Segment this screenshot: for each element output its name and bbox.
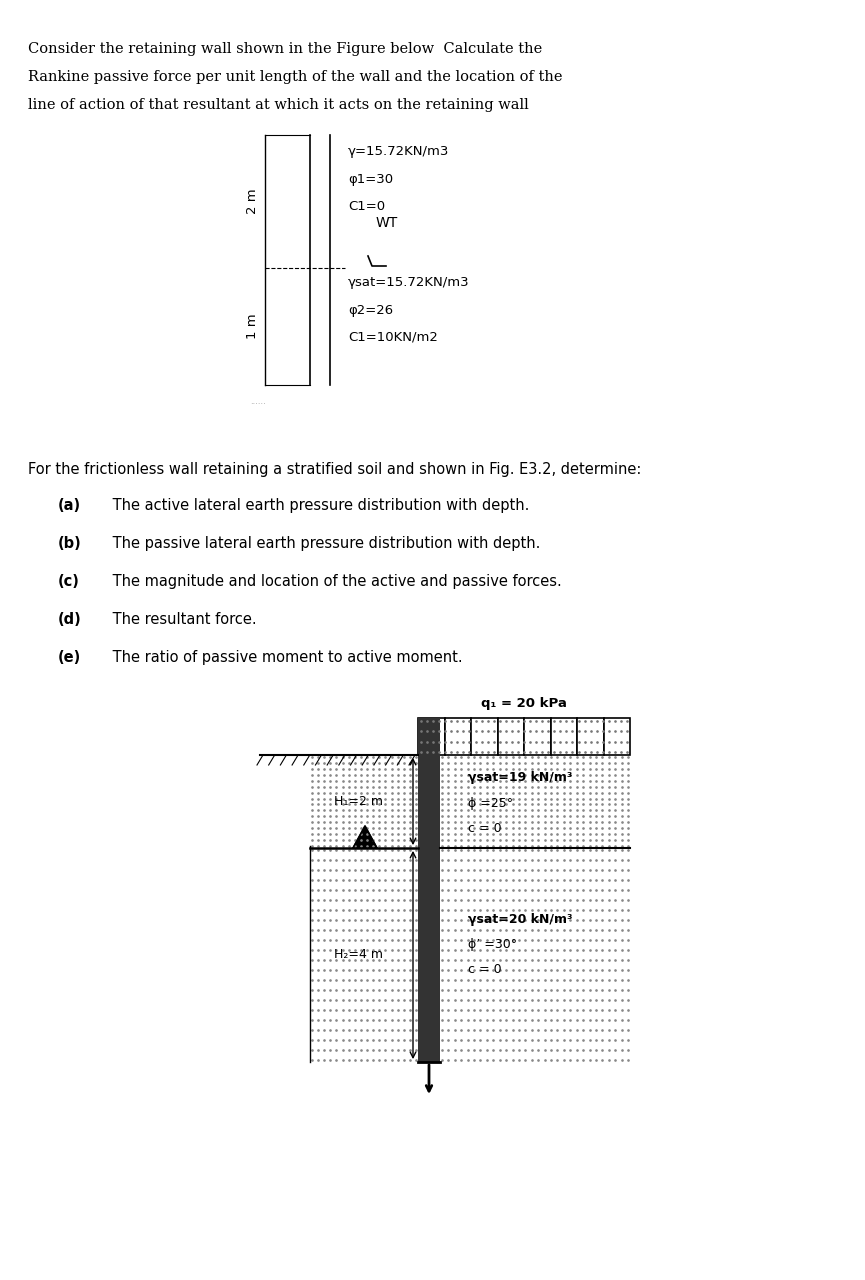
Text: For the frictionless wall retaining a stratified soil and shown in Fig. E3.2, de: For the frictionless wall retaining a st…: [28, 462, 641, 477]
Text: line of action of that resultant at which it acts on the retaining wall: line of action of that resultant at whic…: [28, 99, 529, 111]
Text: (d): (d): [58, 612, 82, 627]
Text: The resultant force.: The resultant force.: [108, 612, 257, 627]
Bar: [418, 718, 440, 1062]
Text: H₂=4 m: H₂=4 m: [334, 948, 383, 961]
Text: WT: WT: [376, 216, 398, 230]
Bar: [418, 718, 445, 755]
Text: c = 0: c = 0: [468, 822, 502, 835]
Text: ϕ’ =30°: ϕ’ =30°: [468, 938, 517, 951]
Text: The magnitude and location of the active and passive forces.: The magnitude and location of the active…: [108, 573, 561, 589]
Text: γ=15.72KN/m3: γ=15.72KN/m3: [348, 145, 450, 157]
Text: (b): (b): [58, 536, 82, 550]
Text: C1=10KN/m2: C1=10KN/m2: [348, 332, 438, 344]
Text: γsat=15.72KN/m3: γsat=15.72KN/m3: [348, 276, 470, 289]
Text: The ratio of passive moment to active moment.: The ratio of passive moment to active mo…: [108, 650, 463, 666]
Bar: [524, 718, 550, 755]
Text: Consider the retaining wall shown in the Figure below  Calculate the: Consider the retaining wall shown in the…: [28, 42, 542, 56]
Text: Rankine passive force per unit length of the wall and the location of the: Rankine passive force per unit length of…: [28, 70, 562, 84]
Bar: [497, 718, 524, 755]
Text: ......: ......: [250, 397, 266, 406]
Text: 1 m: 1 m: [247, 314, 260, 339]
Polygon shape: [353, 826, 377, 847]
Text: c = 0: c = 0: [468, 963, 502, 975]
Bar: [445, 718, 471, 755]
Text: (a): (a): [58, 498, 81, 513]
Text: q₁ = 20 kPa: q₁ = 20 kPa: [481, 698, 567, 710]
Text: γsat=19 kN/m³: γsat=19 kN/m³: [468, 772, 573, 785]
Bar: [550, 718, 577, 755]
Bar: [471, 718, 497, 755]
Text: φ1=30: φ1=30: [348, 173, 393, 186]
Text: H₁=2 m: H₁=2 m: [334, 795, 383, 808]
Text: γsat=20 kN/m³: γsat=20 kN/m³: [468, 913, 573, 925]
Text: (c): (c): [58, 573, 80, 589]
Bar: [577, 718, 604, 755]
Text: ϕ =25°: ϕ =25°: [468, 796, 513, 809]
Text: The passive lateral earth pressure distribution with depth.: The passive lateral earth pressure distr…: [108, 536, 541, 550]
Text: The active lateral earth pressure distribution with depth.: The active lateral earth pressure distri…: [108, 498, 529, 513]
Text: C1=0: C1=0: [348, 200, 385, 212]
Text: φ2=26: φ2=26: [348, 303, 393, 317]
Text: 2 m: 2 m: [247, 188, 260, 214]
Text: (e): (e): [58, 650, 81, 666]
Bar: [604, 718, 630, 755]
